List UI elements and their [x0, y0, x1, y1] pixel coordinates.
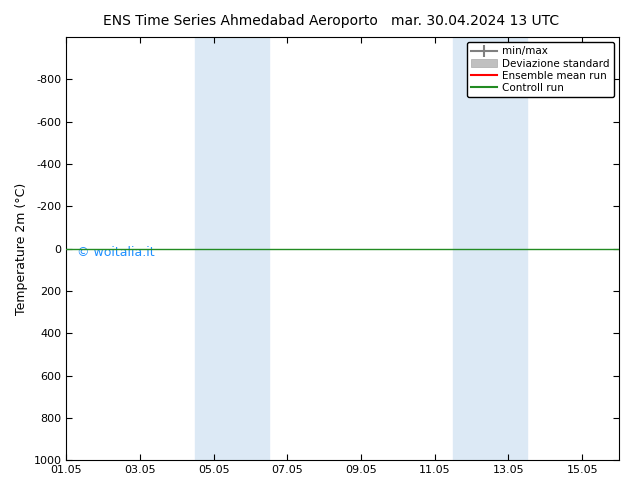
- Text: mar. 30.04.2024 13 UTC: mar. 30.04.2024 13 UTC: [391, 14, 560, 28]
- Legend: min/max, Deviazione standard, Ensemble mean run, Controll run: min/max, Deviazione standard, Ensemble m…: [467, 42, 614, 97]
- Bar: [195, 37, 269, 460]
- Y-axis label: Temperature 2m (°C): Temperature 2m (°C): [15, 182, 28, 315]
- Bar: [453, 37, 527, 460]
- Text: ENS Time Series Ahmedabad Aeroporto: ENS Time Series Ahmedabad Aeroporto: [103, 14, 378, 28]
- Text: © woitalia.it: © woitalia.it: [77, 246, 155, 260]
